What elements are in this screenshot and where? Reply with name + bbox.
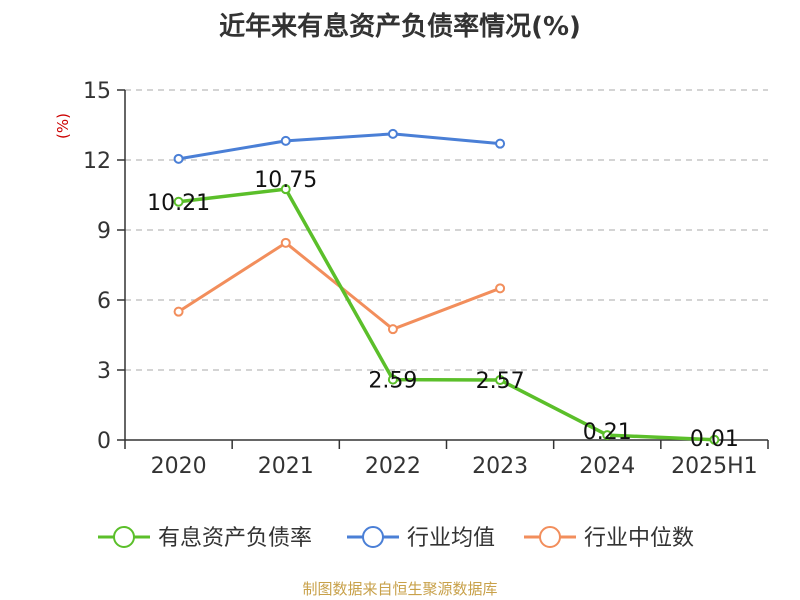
y-tick-label: 9	[97, 219, 111, 244]
data-point	[387, 374, 398, 385]
y-axis-unit-label: (%)	[54, 113, 72, 139]
y-tick-label: 6	[97, 289, 111, 314]
data-label: 2.59	[368, 369, 417, 394]
legend-label: 行业均值	[407, 526, 495, 551]
series-line	[178, 132, 501, 161]
chart-source-note: 制图数据来自恒生聚源数据库	[302, 580, 498, 598]
data-label: 10.21	[147, 191, 210, 216]
data-point	[602, 430, 613, 441]
axes: 0 3 6 9 12 15 2020 2021 2022 2023 2024 2025H1	[83, 79, 769, 479]
data-labels: 10.21 10.75 2.59 2.57 0.21 0.01	[147, 168, 739, 452]
legend-label: 有息资产负债率	[158, 526, 312, 551]
x-tick-label: 2022	[365, 454, 421, 479]
data-point	[173, 153, 184, 164]
series-line	[178, 187, 715, 442]
data-point	[495, 375, 506, 386]
legend-item: 有息资产负债率	[98, 526, 312, 551]
legend-marker	[113, 526, 135, 548]
y-tick-label: 0	[97, 429, 111, 454]
data-point	[709, 434, 720, 445]
data-point	[173, 196, 184, 207]
data-point	[280, 237, 291, 248]
legend-marker	[539, 526, 561, 548]
legend-item: 行业均值	[347, 526, 495, 551]
legend-marker	[362, 526, 384, 548]
x-tick-label: 2023	[472, 454, 528, 479]
legend: 有息资产负债率 行业均值 行业中位数	[98, 526, 694, 551]
y-tick-label: 12	[83, 149, 111, 174]
data-label: 2.57	[476, 369, 525, 394]
data-point	[495, 138, 506, 149]
data-point	[387, 128, 398, 139]
data-point	[173, 306, 184, 317]
y-tick-label: 3	[97, 359, 111, 384]
y-tick-label: 15	[83, 79, 111, 104]
gridlines	[125, 89, 768, 371]
x-tick-label: 2020	[151, 454, 207, 479]
x-tick-label: 2021	[258, 454, 314, 479]
data-label: 10.75	[254, 168, 317, 193]
data-label: 0.01	[690, 427, 739, 452]
data-point	[495, 283, 506, 294]
data-point	[280, 184, 291, 195]
x-tick-label: 2024	[579, 454, 635, 479]
data-point	[280, 135, 291, 146]
chart-title: 近年来有息资产负债率情况(%)	[219, 12, 581, 42]
data-label: 0.21	[583, 420, 632, 445]
x-tick-label: 2025H1	[671, 454, 758, 479]
series-lines	[173, 128, 720, 445]
legend-item: 行业中位数	[524, 526, 694, 551]
legend-label: 行业中位数	[584, 526, 694, 551]
data-point	[387, 324, 398, 335]
